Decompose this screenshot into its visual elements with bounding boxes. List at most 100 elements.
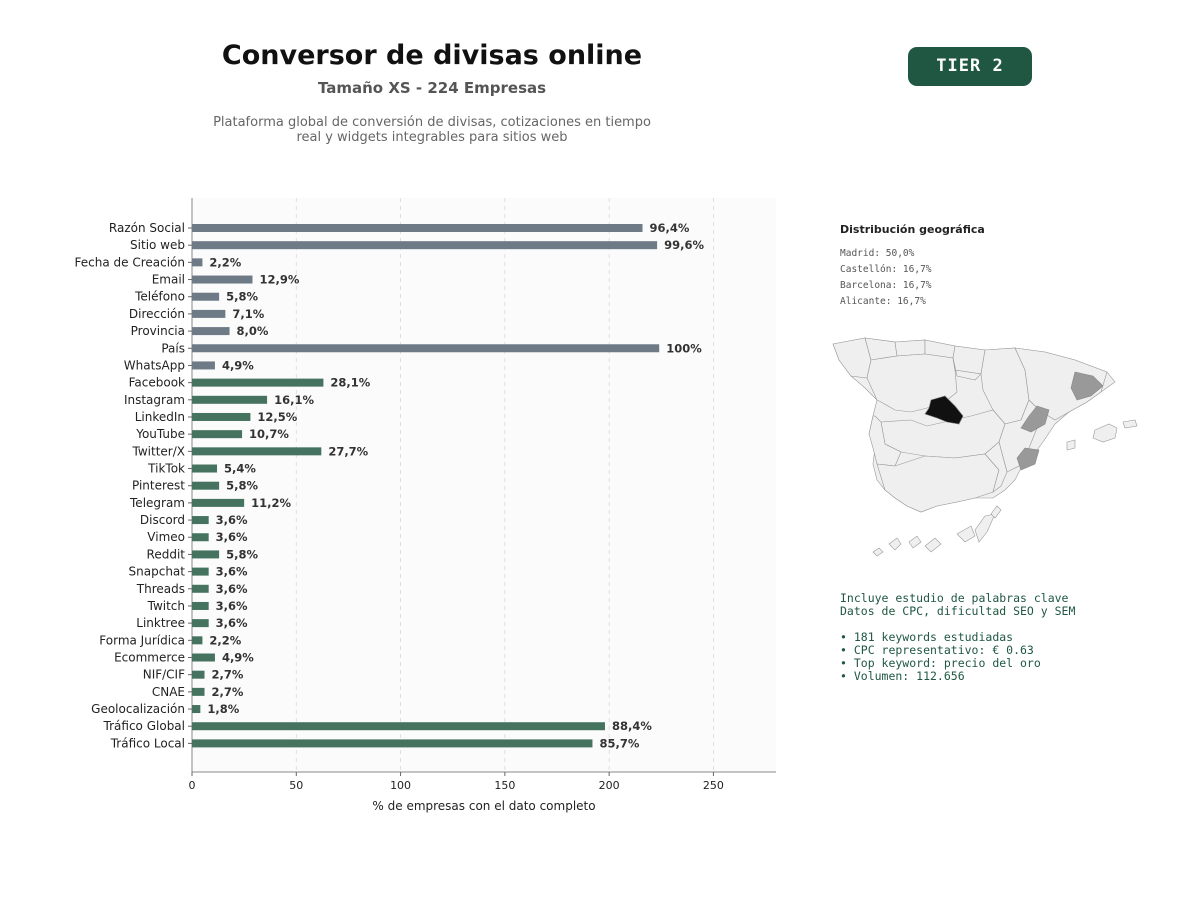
bar-30 [192, 739, 593, 748]
bar-19 [192, 550, 220, 559]
category-label-14: TikTok [147, 462, 185, 476]
page-description: Plataforma global de conversión de divis… [182, 115, 682, 145]
bar-11 [192, 412, 251, 421]
bar-8 [192, 361, 215, 370]
category-label-26: NIF/CIF [143, 668, 185, 682]
category-label-27: CNAE [152, 685, 185, 699]
cantabria-region [894, 339, 926, 357]
canary-island-2 [908, 535, 922, 549]
balearic-islands [1066, 419, 1138, 451]
geo-item-castellon: Castellón: 16,7% [840, 264, 932, 275]
value-label-22: 3,6% [216, 599, 248, 613]
category-label-19: Reddit [147, 547, 186, 561]
page-subtitle: Tamaño XS - 224 Empresas [317, 79, 547, 97]
value-label-4: 5,8% [226, 290, 258, 304]
category-label-10: Instagram [124, 393, 185, 407]
canary-islands [872, 505, 1002, 557]
category-label-11: LinkedIn [135, 410, 185, 424]
category-label-6: Provincia [131, 324, 185, 338]
value-label-28: 1,8% [207, 702, 239, 716]
value-label-9: 28,1% [330, 376, 370, 390]
x-tick-label-1: 50 [289, 779, 303, 792]
bar-18 [192, 533, 209, 542]
bar-3 [192, 275, 253, 284]
canary-island-6 [990, 505, 1002, 519]
value-label-25: 4,9% [222, 651, 254, 665]
category-label-17: Discord [140, 513, 185, 527]
bar-16 [192, 498, 245, 507]
category-label-13: Twitter/X [132, 444, 185, 458]
bar-17 [192, 516, 209, 525]
category-label-12: YouTube [135, 427, 185, 441]
bar-6 [192, 327, 230, 336]
value-label-27: 2,7% [212, 685, 244, 699]
bar-22 [192, 601, 209, 610]
value-label-8: 4,9% [222, 358, 254, 372]
category-label-28: Geolocalización [91, 702, 185, 716]
castilla-leon-region [866, 353, 958, 413]
geo-list: Madrid: 50,0% Castellón: 16,7% Barcelona… [840, 246, 932, 310]
tier-badge: TIER 2 [908, 47, 1032, 86]
category-label-21: Threads [136, 582, 185, 596]
value-label-11: 12,5% [257, 410, 297, 424]
bar-27 [192, 687, 205, 696]
category-label-1: Sitio web [130, 238, 185, 252]
category-label-30: Tráfico Local [110, 736, 185, 750]
geo-item-barcelona: Barcelona: 16,7% [840, 280, 932, 291]
category-label-7: País [161, 341, 185, 355]
category-label-29: Tráfico Global [103, 719, 185, 733]
category-label-0: Razón Social [109, 221, 185, 235]
menorca-island [1122, 419, 1138, 429]
keyword-bullet-3: • Top keyword: precio del oro [840, 656, 1041, 670]
description-line-1: Plataforma global de conversión de divis… [213, 115, 651, 130]
bar-1 [192, 241, 658, 250]
value-label-19: 5,8% [226, 547, 258, 561]
keyword-bullet-1: • 181 keywords estudiadas [840, 630, 1014, 644]
spain-map [832, 337, 1138, 557]
value-label-24: 2,2% [209, 633, 241, 647]
ibiza-island [1066, 439, 1076, 451]
value-label-18: 3,6% [216, 530, 248, 544]
bar-28 [192, 705, 201, 714]
bar-15 [192, 481, 220, 490]
catalonia-region [1014, 347, 1108, 421]
x-tick-label-3: 150 [494, 779, 515, 792]
keyword-line-1: Incluye estudio de palabras clave [840, 591, 1069, 605]
canary-island-3 [924, 537, 942, 553]
x-tick-label-0: 0 [189, 779, 196, 792]
x-tick-label-2: 100 [390, 779, 411, 792]
category-label-23: Linktree [136, 616, 185, 630]
value-label-26: 2,7% [212, 668, 244, 682]
value-label-30: 85,7% [599, 736, 639, 750]
category-label-5: Dirección [129, 307, 185, 321]
value-label-29: 88,4% [612, 719, 652, 733]
value-label-3: 12,9% [259, 273, 299, 287]
keyword-bullet-2: • CPC representativo: € 0.63 [840, 643, 1034, 657]
canary-island-4 [956, 525, 976, 543]
map-regions [832, 337, 1116, 513]
canary-island-1 [888, 537, 902, 551]
category-label-20: Snapchat [129, 565, 186, 579]
map-highlights [924, 371, 1104, 471]
category-label-25: Ecommerce [114, 651, 185, 665]
category-label-24: Forma Jurídica [99, 633, 185, 647]
bar-5 [192, 309, 226, 318]
barcelona-highlight [1070, 371, 1104, 401]
value-label-13: 27,7% [328, 444, 368, 458]
alicante-highlight [1016, 447, 1040, 471]
x-tick-label-4: 200 [599, 779, 620, 792]
geo-title: Distribución geográfica [840, 223, 985, 236]
mallorca-island [1092, 423, 1118, 443]
value-label-1: 99,6% [664, 238, 704, 252]
geo-item-madrid: Madrid: 50,0% [840, 248, 915, 259]
bar-7 [192, 344, 660, 353]
keyword-box: Incluye estudio de palabras clave Datos … [840, 592, 1075, 683]
madrid-highlight [924, 395, 964, 425]
category-label-4: Teléfono [134, 290, 185, 304]
category-label-3: Email [152, 273, 185, 287]
murcia-region [984, 441, 1008, 493]
bar-10 [192, 395, 268, 404]
value-label-17: 3,6% [216, 513, 248, 527]
bar-26 [192, 670, 205, 679]
category-label-22: Twitch [147, 599, 185, 613]
